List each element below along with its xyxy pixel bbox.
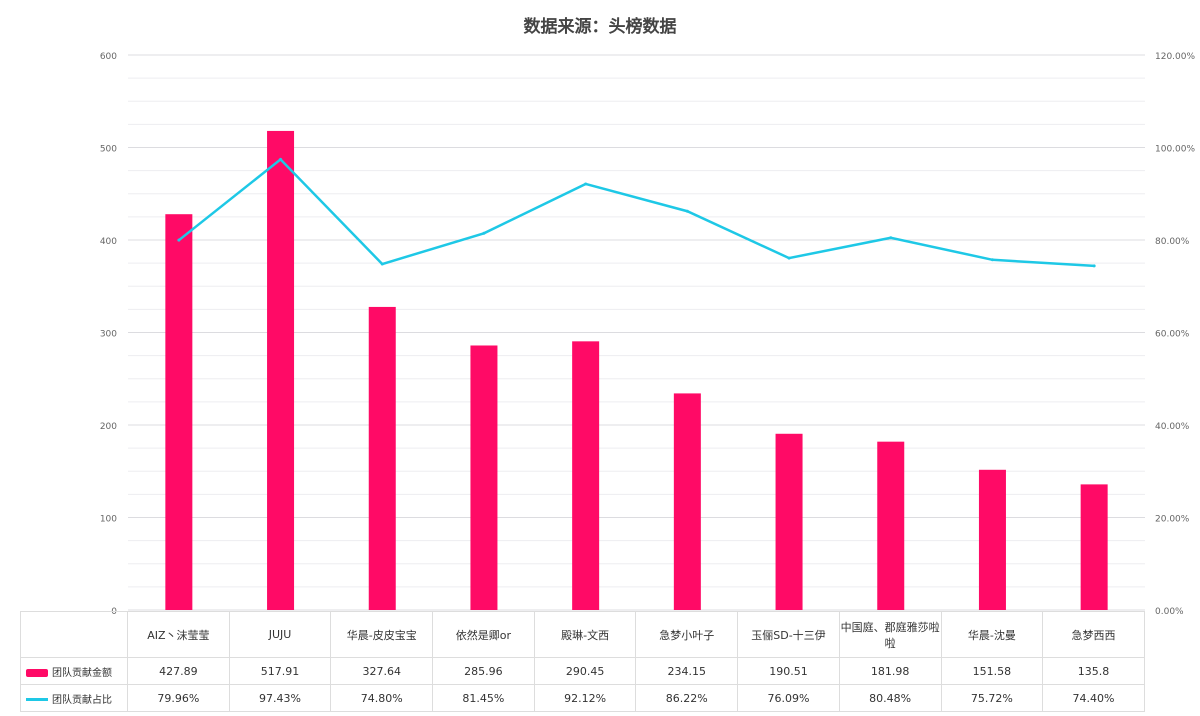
bar — [267, 130, 295, 611]
line-point — [787, 256, 791, 260]
category-label: AIZ丶沫莹莹 — [127, 611, 230, 658]
y2-tick-label: 20.00% — [1155, 515, 1190, 525]
bar — [877, 441, 905, 610]
bar — [572, 341, 600, 610]
data-label: 285.96 — [432, 657, 535, 685]
category-label: 玉俪SD-十三伊 — [737, 611, 840, 658]
legend-entry: 团队贡献占比 — [20, 684, 128, 712]
bar — [165, 214, 193, 610]
category-label: 依然是卿or — [432, 611, 535, 658]
y-tick-label: 600 — [100, 52, 117, 62]
y-tick-label: 200 — [100, 422, 117, 432]
data-label: 81.45% — [432, 684, 535, 712]
y2-tick-label: 40.00% — [1155, 422, 1190, 432]
line-point — [177, 238, 181, 242]
y-tick-label: 300 — [100, 330, 117, 340]
legend-swatch — [26, 698, 48, 701]
line-point — [482, 231, 486, 235]
y2-tick-label: 100.00% — [1155, 145, 1195, 155]
data-label: 181.98 — [838, 657, 942, 685]
data-label: 74.80% — [330, 684, 434, 712]
data-label: 79.96% — [127, 684, 230, 712]
bar — [978, 469, 1006, 610]
bar — [1080, 484, 1108, 610]
y2-tick-label: 60.00% — [1155, 330, 1190, 340]
data-label: 74.40% — [1042, 684, 1145, 712]
table-corner — [20, 611, 128, 658]
category-label: 急梦小叶子 — [635, 611, 739, 658]
y-tick-label: 100 — [100, 515, 117, 525]
chart-title: 数据来源：头榜数据 — [523, 17, 677, 37]
bar — [775, 433, 803, 610]
category-label: 中国庭、郡庭雅莎啦啦 — [838, 611, 942, 658]
data-label: 517.91 — [228, 657, 332, 685]
bar — [673, 393, 701, 610]
data-label: 76.09% — [737, 684, 840, 712]
line-point — [1092, 264, 1096, 268]
data-label: 151.58 — [940, 657, 1044, 685]
data-label: 427.89 — [127, 657, 230, 685]
line-point — [685, 209, 689, 213]
y2-tick-label: 0.00% — [1155, 607, 1184, 617]
bar — [470, 345, 498, 610]
y-tick-label: 500 — [100, 145, 117, 155]
legend-label: 团队贡献占比 — [52, 694, 112, 706]
data-label: 97.43% — [228, 684, 332, 712]
data-label: 327.64 — [330, 657, 434, 685]
data-label: 75.72% — [940, 684, 1044, 712]
line-series — [178, 157, 1095, 268]
category-label: 殿琳-文西 — [533, 611, 637, 658]
data-label: 135.8 — [1042, 657, 1145, 685]
data-label: 234.15 — [635, 657, 739, 685]
data-table: AIZ丶沫莹莹 JUJU 华晨-皮皮宝宝 依然是卿or 殿琳-文西 急梦小叶子 玉俪SD-十… — [20, 611, 1145, 712]
legend-entry: 团队贡献金额 — [20, 657, 128, 685]
category-label: 华晨-皮皮宝宝 — [330, 611, 434, 658]
y-tick-label: 400 — [100, 237, 117, 247]
category-label: 华晨-沈曼 — [940, 611, 1044, 658]
category-label: 急梦西西 — [1042, 611, 1145, 658]
y2-tick-label: 80.00% — [1155, 237, 1190, 247]
category-label: JUJU — [228, 611, 332, 658]
legend-swatch — [26, 668, 48, 677]
bar — [368, 306, 396, 610]
data-label: 80.48% — [838, 684, 942, 712]
data-label: 290.45 — [533, 657, 637, 685]
y2-tick-label: 120.00% — [1155, 52, 1195, 62]
line-point — [279, 157, 283, 161]
line-point — [380, 262, 384, 266]
legend-label: 团队贡献金额 — [52, 667, 112, 679]
line-point — [889, 236, 893, 240]
data-label: 92.12% — [533, 684, 637, 712]
data-label: 86.22% — [635, 684, 739, 712]
line-point — [584, 182, 588, 186]
data-label: 190.51 — [737, 657, 840, 685]
line-point — [990, 258, 994, 262]
